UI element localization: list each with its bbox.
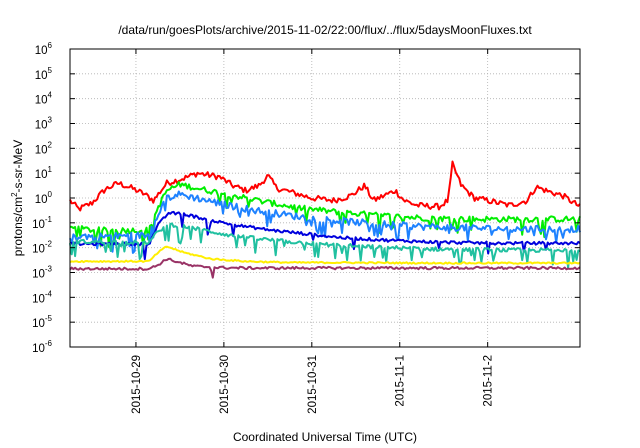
x-ticks: 2015-10-29 2015-10-30 2015-10-31 2015-11-1 2… (131, 49, 495, 414)
y-tick-label: 102 (35, 140, 53, 156)
y-tick-label: 103 (35, 116, 53, 132)
y-tick-label: 105 (35, 66, 53, 82)
y-tick-label: 10-3 (32, 265, 52, 281)
y-ticks: 10-6 10-5 10-4 10-3 10-2 10-1 100 101 102 103 104 1… (32, 41, 580, 355)
x-axis-label: Coordinated Universal Time (UTC) (233, 430, 417, 444)
y-tick-label: 10-6 (32, 339, 52, 355)
series-line-5 (69, 245, 581, 265)
y-tick-label: 101 (35, 165, 53, 181)
y-axis-label: protons/cm2-s-sr-MeV (10, 140, 25, 256)
y-tick-label: 106 (35, 41, 53, 57)
series-group (69, 160, 581, 279)
y-tick-label: 10-5 (32, 314, 52, 330)
x-tick-label: 2015-10-31 (307, 355, 319, 414)
series-line-0 (69, 160, 581, 212)
series-line-1 (69, 181, 581, 249)
x-tick-label: 2015-10-29 (131, 355, 143, 414)
series-line-4 (69, 222, 581, 269)
series-line-6 (69, 257, 581, 279)
x-tick-label: 2015-10-30 (219, 355, 231, 414)
x-tick-label: 2015-11-2 (483, 355, 495, 407)
y-tick-label: 104 (35, 91, 53, 107)
y-tick-label: 10-4 (32, 289, 52, 305)
x-tick-label: 2015-11-1 (395, 355, 407, 407)
grid (70, 49, 580, 347)
y-tick-label: 10-1 (32, 215, 52, 231)
y-tick-label: 100 (35, 190, 53, 206)
y-tick-label: 10-2 (32, 240, 52, 256)
chart-title: /data/run/goesPlots/archive/2015-11-02/2… (118, 23, 532, 37)
